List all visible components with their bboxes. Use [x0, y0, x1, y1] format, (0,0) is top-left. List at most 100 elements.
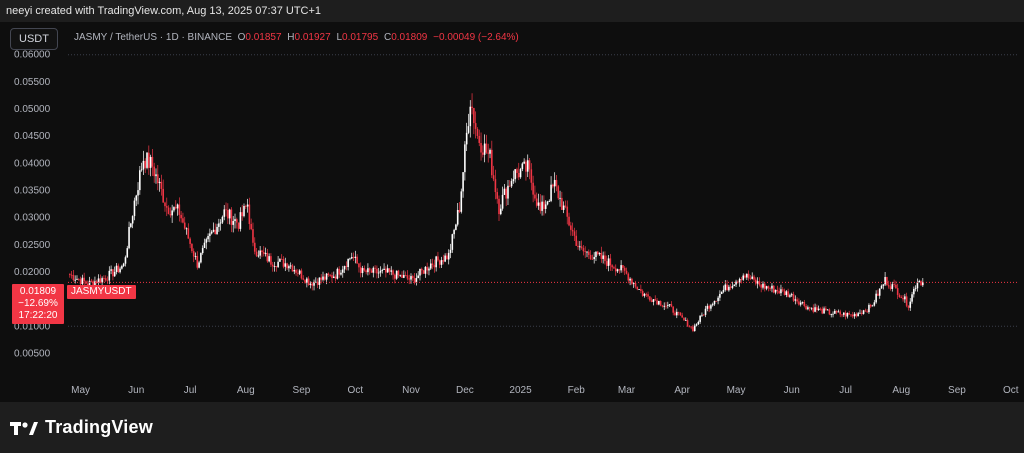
candle-body: [216, 226, 218, 235]
candle-body: [94, 281, 96, 286]
chart-panel[interactable]: 0.005000.010000.015000.020000.025000.030…: [0, 22, 1024, 402]
candle-body: [623, 267, 626, 271]
candle-body: [525, 161, 527, 172]
candle-body: [580, 246, 583, 249]
candle-body: [383, 268, 385, 270]
candle-body: [771, 285, 773, 289]
candle-body: [316, 281, 319, 285]
candle-body: [747, 273, 750, 279]
candle-body: [264, 252, 267, 254]
candle-body: [735, 281, 737, 285]
tradingview-logo-icon: [10, 421, 38, 435]
candle-body: [920, 281, 922, 286]
y-tick-label: 0.05500: [14, 77, 51, 88]
candle-body: [613, 267, 615, 269]
candle-body: [821, 308, 824, 314]
candle-body: [627, 273, 630, 281]
candle-body: [760, 284, 762, 288]
candle-body: [607, 258, 610, 266]
candle-body: [341, 269, 344, 273]
candle-body: [273, 266, 276, 267]
x-tick-label: Mar: [618, 385, 636, 396]
ohlc-legend: JASMY / TetherUS · 1D · BINANCE O0.01857…: [74, 32, 522, 43]
candle-body: [185, 228, 188, 230]
candle-body: [167, 207, 170, 214]
tradingview-logo[interactable]: TradingView: [10, 417, 153, 438]
candle-body: [478, 135, 481, 143]
candlestick-chart[interactable]: 0.005000.010000.015000.020000.025000.030…: [0, 22, 1024, 402]
candle-body: [465, 132, 468, 145]
candle-body: [182, 218, 184, 223]
candle-body: [429, 263, 432, 269]
candle-body: [356, 256, 358, 264]
candle-body: [437, 256, 439, 261]
candle-body: [309, 283, 312, 285]
x-tick-label: Feb: [568, 385, 586, 396]
candle-body: [275, 266, 278, 268]
candle-body: [857, 313, 859, 317]
candle-body: [144, 160, 147, 168]
candle-body: [674, 312, 676, 316]
candle-body: [823, 308, 825, 314]
candle-body: [280, 258, 283, 260]
candle-body: [189, 238, 191, 244]
candle-body: [322, 276, 324, 280]
candle-body: [446, 255, 448, 260]
candle-body: [209, 233, 211, 236]
candle-body: [625, 270, 628, 274]
last-price-value: 0.01809: [19, 286, 57, 297]
candle-body: [85, 281, 87, 284]
candle-body: [553, 179, 556, 187]
candles-group: [68, 93, 924, 333]
candle-body: [916, 282, 919, 289]
currency-button[interactable]: USDT: [10, 28, 58, 50]
candle-body: [390, 270, 393, 272]
candle-body: [352, 257, 355, 258]
candle-body: [359, 267, 362, 274]
candle-body: [577, 245, 579, 248]
candle-body: [891, 284, 894, 289]
candle-body: [832, 313, 834, 315]
candle-body: [834, 310, 836, 314]
candle-body: [482, 152, 484, 155]
candle-body: [117, 265, 120, 273]
candle-body: [464, 144, 466, 173]
candle-body: [257, 255, 260, 257]
legend-high-value: 0.01927: [294, 32, 331, 43]
candle-body: [622, 265, 624, 268]
x-tick-label: May: [71, 385, 90, 396]
candle-body: [361, 268, 364, 274]
candle-body: [70, 274, 73, 276]
candle-body: [799, 302, 802, 305]
candle-body: [675, 311, 678, 316]
candle-body: [503, 188, 506, 195]
candle-body: [559, 197, 561, 199]
candle-body: [196, 255, 199, 268]
candle-body: [115, 265, 118, 272]
candle-body: [609, 258, 612, 266]
candle-body: [785, 291, 788, 295]
candle-body: [178, 204, 181, 215]
candle-body: [792, 294, 795, 301]
candle-body: [564, 205, 567, 207]
candle-body: [148, 152, 150, 168]
candle-body: [796, 299, 798, 302]
candle-body: [640, 289, 642, 291]
candle-body: [878, 288, 881, 296]
x-tick-label: May: [727, 385, 746, 396]
candle-body: [142, 160, 145, 170]
candle-body: [704, 308, 707, 315]
candle-body: [710, 305, 712, 309]
candle-body: [410, 276, 412, 280]
candle-body: [174, 207, 177, 209]
candle-body: [449, 249, 452, 253]
candle-body: [128, 226, 130, 249]
candle-body: [789, 295, 791, 297]
last-price-label: 0.01809 −12.69% 17:22:20: [12, 284, 64, 324]
candle-body: [394, 274, 396, 279]
candle-body: [83, 277, 85, 282]
candle-body: [798, 301, 800, 305]
candle-body: [447, 252, 450, 260]
y-tick-label: 0.00500: [14, 348, 51, 359]
candle-body: [519, 169, 522, 178]
